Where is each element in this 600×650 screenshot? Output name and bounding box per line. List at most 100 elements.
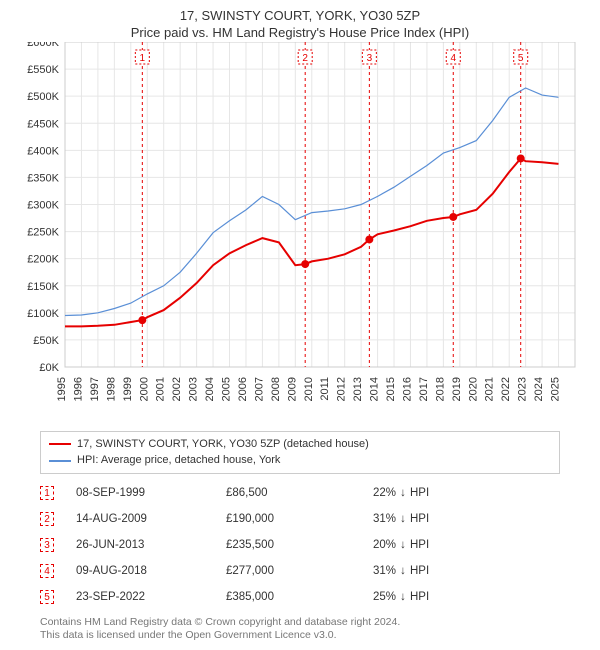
tx-gap: 31% (336, 565, 396, 577)
tx-price: £190,000 (226, 513, 336, 525)
tx-marker: 4 (40, 564, 54, 578)
svg-text:£600K: £600K (27, 42, 59, 49)
svg-text:1997: 1997 (89, 377, 101, 401)
svg-text:2011: 2011 (319, 377, 331, 401)
tx-vs: HPI (410, 513, 450, 525)
legend-label: 17, SWINSTY COURT, YORK, YO30 5ZP (detac… (77, 436, 369, 453)
tx-vs: HPI (410, 487, 450, 499)
svg-text:2019: 2019 (451, 377, 463, 401)
tx-marker: 2 (40, 512, 54, 526)
price-dot (517, 154, 525, 162)
tx-marker: 5 (40, 590, 54, 604)
svg-text:2009: 2009 (286, 377, 298, 401)
svg-text:2015: 2015 (385, 377, 397, 401)
svg-text:2000: 2000 (138, 377, 150, 401)
legend: 17, SWINSTY COURT, YORK, YO30 5ZP (detac… (40, 431, 560, 474)
svg-text:1996: 1996 (72, 377, 84, 401)
down-arrow-icon: ↓ (396, 487, 410, 499)
legend-item: 17, SWINSTY COURT, YORK, YO30 5ZP (detac… (49, 436, 551, 453)
svg-text:£350K: £350K (27, 172, 59, 184)
svg-text:2003: 2003 (188, 377, 200, 401)
svg-text:£100K: £100K (27, 308, 59, 320)
svg-text:2005: 2005 (221, 377, 233, 401)
svg-text:£450K: £450K (27, 118, 59, 130)
table-row: 3 26-JUN-2013£235,50020%↓HPI (40, 532, 560, 558)
marker-number: 2 (302, 53, 308, 64)
down-arrow-icon: ↓ (396, 591, 410, 603)
svg-text:2013: 2013 (352, 377, 364, 401)
svg-text:2022: 2022 (500, 377, 512, 401)
svg-text:£150K: £150K (27, 281, 59, 293)
chart-title-line1: 17, SWINSTY COURT, YORK, YO30 5ZP (10, 8, 590, 25)
svg-text:2020: 2020 (467, 377, 479, 401)
tx-gap: 22% (336, 487, 396, 499)
table-row: 1 08-SEP-1999£86,50022%↓HPI (40, 480, 560, 506)
svg-text:1999: 1999 (122, 377, 134, 401)
svg-text:1998: 1998 (105, 377, 117, 401)
tx-marker: 3 (40, 538, 54, 552)
svg-text:2017: 2017 (418, 377, 430, 401)
svg-text:£550K: £550K (27, 64, 59, 76)
marker-number: 5 (518, 53, 524, 64)
svg-text:£400K: £400K (27, 145, 59, 157)
svg-text:£500K: £500K (27, 91, 59, 103)
svg-text:2006: 2006 (237, 377, 249, 401)
down-arrow-icon: ↓ (396, 565, 410, 577)
legend-label: HPI: Average price, detached house, York (77, 452, 280, 469)
price-dot (449, 213, 457, 221)
legend-item: HPI: Average price, detached house, York (49, 452, 551, 469)
svg-text:2002: 2002 (171, 377, 183, 401)
tx-vs: HPI (410, 591, 450, 603)
svg-text:£300K: £300K (27, 199, 59, 211)
svg-text:2025: 2025 (550, 377, 562, 401)
svg-text:2018: 2018 (434, 377, 446, 401)
tx-marker: 1 (40, 486, 54, 500)
down-arrow-icon: ↓ (396, 539, 410, 551)
svg-text:2024: 2024 (533, 377, 545, 401)
marker-number: 4 (450, 53, 456, 64)
tx-price: £235,500 (226, 539, 336, 551)
price-dot (301, 260, 309, 268)
price-chart: £0K £50K £100K £150K £200K £250K £300K £350K £40… (10, 42, 590, 425)
footer-line2: This data is licensed under the Open Gov… (40, 629, 560, 643)
table-row: 5 23-SEP-2022£385,00025%↓HPI (40, 584, 560, 610)
svg-text:2021: 2021 (484, 377, 496, 401)
transactions-table: 108-SEP-1999£86,50022%↓HPI214-AUG-2009£1… (40, 480, 560, 610)
svg-text:2010: 2010 (303, 377, 315, 401)
tx-date: 26-JUN-2013 (76, 539, 226, 551)
table-row: 2 14-AUG-2009£190,00031%↓HPI (40, 506, 560, 532)
chart-title-line2: Price paid vs. HM Land Registry's House … (10, 25, 590, 42)
svg-text:£200K: £200K (27, 253, 59, 265)
svg-text:2016: 2016 (401, 377, 413, 401)
legend-swatch (49, 443, 71, 445)
svg-text:2007: 2007 (253, 377, 265, 401)
footer-line1: Contains HM Land Registry data © Crown c… (40, 616, 560, 630)
tx-price: £385,000 (226, 591, 336, 603)
marker-number: 1 (140, 53, 146, 64)
svg-text:£50K: £50K (33, 335, 59, 347)
down-arrow-icon: ↓ (396, 513, 410, 525)
tx-date: 23-SEP-2022 (76, 591, 226, 603)
tx-price: £277,000 (226, 565, 336, 577)
svg-text:£0K: £0K (39, 362, 59, 374)
legend-swatch (49, 460, 71, 462)
svg-text:£250K: £250K (27, 226, 59, 238)
table-row: 409-AUG-2018£277,00031%↓HPI (40, 558, 560, 584)
tx-gap: 20% (336, 539, 396, 551)
svg-text:2014: 2014 (369, 377, 381, 401)
svg-text:2004: 2004 (204, 377, 216, 401)
svg-text:2001: 2001 (155, 377, 167, 401)
svg-text:2012: 2012 (336, 377, 348, 401)
tx-date: 08-SEP-1999 (76, 487, 226, 499)
svg-text:2023: 2023 (517, 377, 529, 401)
tx-price: £86,500 (226, 487, 336, 499)
marker-number: 3 (367, 53, 373, 64)
footer-attribution: Contains HM Land Registry data © Crown c… (40, 616, 560, 643)
tx-gap: 25% (336, 591, 396, 603)
svg-text:1995: 1995 (56, 377, 68, 401)
svg-text:2008: 2008 (270, 377, 282, 401)
price-dot (138, 316, 146, 324)
tx-gap: 31% (336, 513, 396, 525)
tx-vs: HPI (410, 539, 450, 551)
tx-date: 14-AUG-2009 (76, 513, 226, 525)
